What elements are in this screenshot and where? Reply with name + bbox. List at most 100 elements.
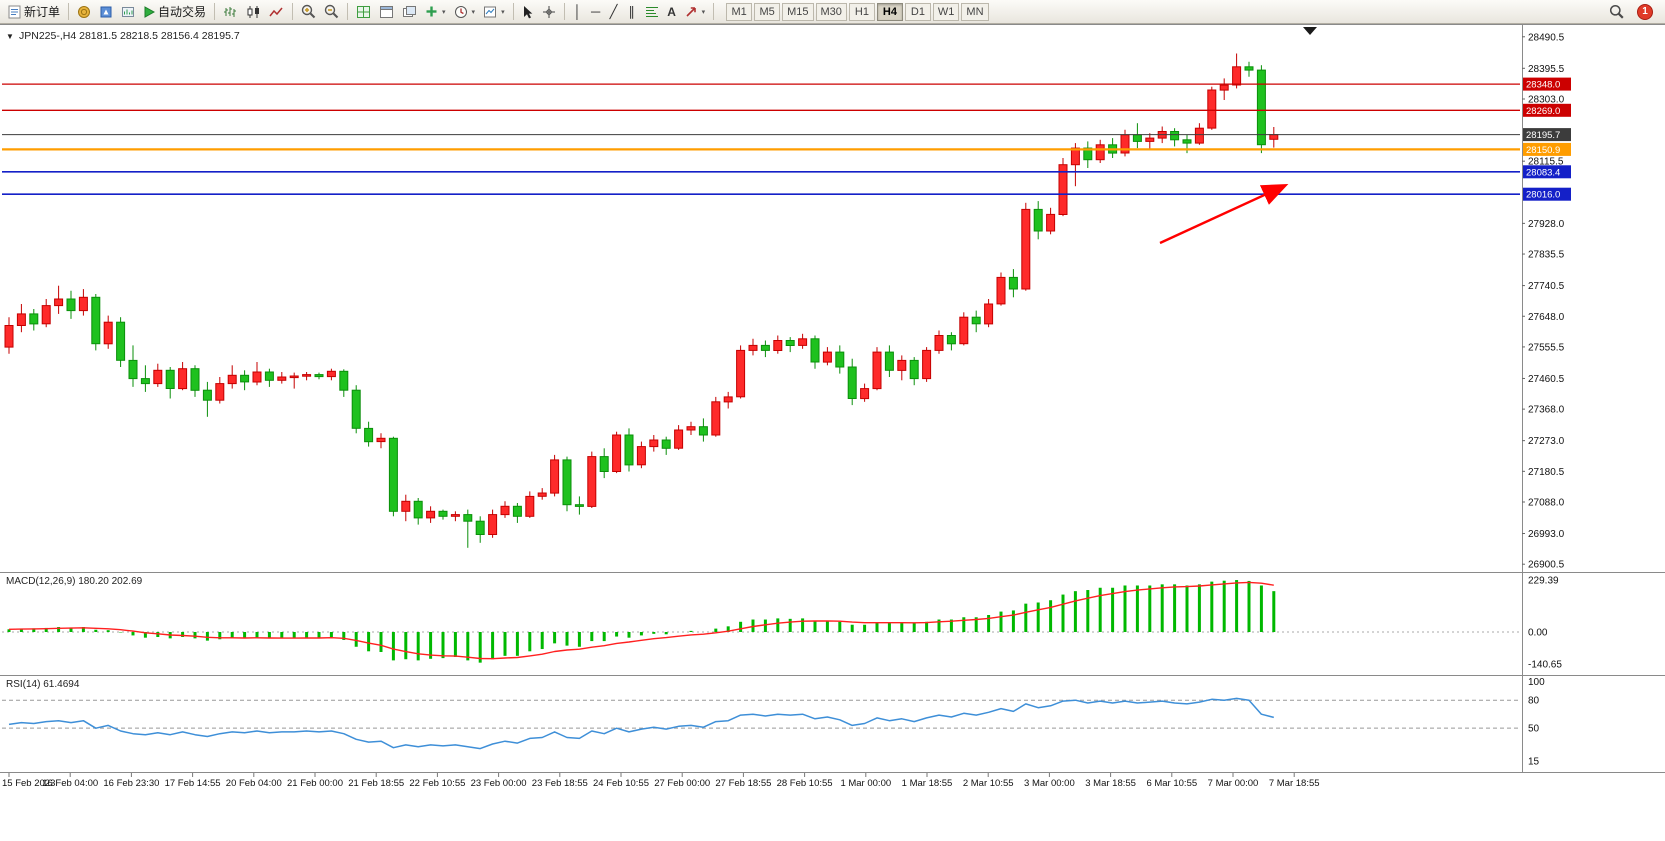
timeframe-strip: M1 M5 M15 M30 H1 H4 D1 W1 MN [726, 2, 989, 21]
triangle-marker-annotation[interactable] [1303, 27, 1317, 35]
price-axis-label: 27088.0 [1528, 498, 1565, 509]
price-badge[interactable] [1523, 77, 1571, 91]
channel-button[interactable]: ∥ [623, 2, 641, 22]
candle-body [41, 305, 51, 325]
candle-body [959, 316, 969, 345]
candle-body [1046, 213, 1056, 232]
candle-body [227, 374, 237, 385]
candle-body [351, 389, 361, 429]
periods-button[interactable]: ▾ [450, 2, 480, 22]
arrows-button[interactable]: ▾ [681, 2, 710, 22]
vertical-line-button[interactable]: │ [569, 2, 587, 22]
zoom-out-button[interactable] [320, 2, 343, 22]
time-axis-label: 17 Feb 14:55 [165, 778, 221, 789]
timeframe-d1-button[interactable]: D1 [904, 2, 931, 21]
dropdown-caret-icon: ▾ [442, 8, 446, 16]
macd-axis-label: 0.00 [1528, 628, 1548, 639]
candle-body [500, 505, 510, 516]
timeframe-m15-button[interactable]: M15 [782, 2, 814, 21]
candle-body [550, 459, 560, 494]
tile-windows-button[interactable] [352, 2, 375, 22]
candle-body [252, 371, 262, 383]
terminal-button[interactable] [117, 2, 139, 22]
time-axis-label: 1 Mar 18:55 [902, 778, 953, 789]
candle-body [711, 401, 721, 436]
new-chart-button[interactable]: ▾ [421, 2, 450, 22]
notification-badge[interactable]: 1 [1637, 3, 1653, 20]
price-axis-label: 27928.0 [1528, 219, 1565, 230]
price-axis-label: 27180.5 [1528, 467, 1565, 478]
candle-body [649, 439, 659, 448]
candlestick-chart-button[interactable] [242, 2, 265, 22]
price-axis-label: 27555.5 [1528, 342, 1565, 353]
price-badge[interactable] [1523, 128, 1571, 142]
candle-body [401, 500, 411, 512]
candle-body [884, 351, 894, 371]
candle-body [140, 378, 150, 385]
time-axis-label: 3 Mar 18:55 [1085, 778, 1136, 789]
candle-body [78, 296, 88, 312]
text-button[interactable]: A [663, 2, 681, 22]
line-chart-icon [269, 7, 283, 16]
search-button[interactable] [1605, 2, 1628, 22]
rsi-axis-label: 100 [1528, 677, 1545, 688]
candle-body [1170, 131, 1180, 141]
templates-button[interactable]: ▾ [479, 2, 509, 22]
timeframe-w1-button[interactable]: W1 [932, 2, 960, 21]
horizontal-line-icon: ─ [590, 4, 601, 19]
candle-body [1058, 164, 1068, 215]
timeframe-h4-button[interactable]: H4 [876, 2, 903, 21]
price-badge[interactable] [1523, 142, 1571, 156]
time-axis-label: 16 Feb 23:30 [103, 778, 159, 789]
candle-body [512, 505, 522, 517]
candle-body [153, 369, 163, 385]
timeframe-m30-button[interactable]: M30 [815, 2, 847, 21]
price-badge[interactable] [1523, 165, 1571, 179]
trendline-button[interactable]: ╱ [605, 2, 623, 22]
cascade-windows-icon [403, 5, 417, 17]
toolbar-separator [563, 3, 565, 20]
time-axis-label: 7 Mar 18:55 [1269, 778, 1320, 789]
candle-body [1021, 208, 1031, 290]
timeframe-h1-button[interactable]: H1 [848, 2, 875, 21]
candle-body [1207, 89, 1217, 129]
price-axis-label: 28395.5 [1528, 64, 1565, 75]
zoom-out-icon [324, 4, 339, 19]
notification-count: 1 [1642, 6, 1648, 17]
price-badge[interactable] [1523, 103, 1571, 117]
new-order-button[interactable]: 新订单 [4, 2, 64, 22]
auto-trading-button[interactable]: 自动交易 [139, 2, 210, 22]
candle-body [1219, 84, 1229, 91]
symbol-dropdown-icon[interactable]: ▼ [6, 32, 14, 41]
candle-body [525, 495, 535, 517]
candle-body [1070, 147, 1080, 166]
zoom-in-button[interactable] [297, 2, 320, 22]
candle-body [624, 434, 634, 466]
chart-canvas[interactable]: ▼ JPN225-,H4 28181.5 28218.5 28156.4 281… [0, 24, 1665, 841]
cursor-button[interactable] [518, 2, 538, 22]
navigator-button[interactable] [95, 2, 117, 22]
market-watch-button[interactable] [73, 2, 95, 22]
line-chart-button[interactable] [265, 2, 288, 22]
toolbar-right-group: 1 [1605, 2, 1661, 22]
candle-body [661, 439, 671, 449]
candle-body [302, 374, 312, 377]
clock-icon [454, 5, 467, 18]
price-badge[interactable] [1523, 187, 1571, 201]
candle-body [760, 344, 770, 351]
cascade-windows-button[interactable] [398, 2, 421, 22]
arrange-windows-button[interactable] [375, 2, 398, 22]
crosshair-button[interactable] [538, 2, 560, 22]
timeframe-mn-button[interactable]: MN [961, 2, 989, 21]
cursor-icon [523, 5, 532, 18]
horizontal-line-button[interactable]: ─ [587, 2, 605, 22]
candle-body [1182, 139, 1192, 144]
time-axis-label: 22 Feb 10:55 [409, 778, 465, 789]
trend-arrow-annotation[interactable] [1159, 183, 1289, 245]
timeframe-m1-button[interactable]: M1 [726, 2, 753, 21]
bar-chart-button[interactable] [219, 2, 242, 22]
candle-body [289, 375, 299, 379]
fibonacci-button[interactable] [641, 2, 663, 22]
price-badge-label: 28195.7 [1526, 130, 1560, 141]
timeframe-m5-button[interactable]: M5 [754, 2, 781, 21]
